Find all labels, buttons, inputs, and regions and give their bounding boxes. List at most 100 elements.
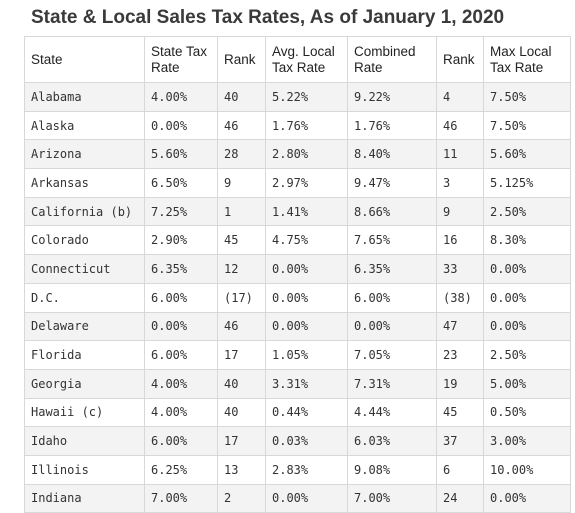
cell-combined-rank: 37: [436, 426, 484, 456]
cell-combined-rate: 7.05%: [347, 340, 437, 370]
header-state: State: [24, 36, 145, 83]
table-row: Idaho 6.00% 17 0.03% 6.03% 37 3.00%: [24, 426, 571, 456]
cell-state: D.C.: [24, 282, 145, 313]
cell-state-rank: 40: [217, 368, 266, 399]
table-row: Alabama 4.00% 40 5.22% 9.22% 4 7.50%: [24, 82, 571, 112]
cell-avg-local-tax-rate: 0.00%: [265, 282, 348, 313]
cell-combined-rate: 8.40%: [347, 139, 437, 170]
table-row: Arkansas 6.50% 9 2.97% 9.47% 3 5.125%: [24, 168, 571, 198]
cell-max-local-tax-rate: 8.30%: [483, 225, 571, 256]
cell-state: Georgia: [24, 368, 145, 399]
cell-avg-local-tax-rate: 1.05%: [265, 340, 348, 370]
header-state-tax-rate: State Tax Rate: [144, 36, 218, 83]
cell-max-local-tax-rate: 10.00%: [483, 454, 571, 485]
cell-combined-rank: 4: [436, 82, 484, 112]
table-row: Indiana 7.00% 2 0.00% 7.00% 24 0.00%: [24, 483, 571, 513]
cell-combined-rate: 9.47%: [347, 168, 437, 198]
table-row: Colorado 2.90% 45 4.75% 7.65% 16 8.30%: [24, 225, 571, 256]
cell-combined-rank: 45: [436, 397, 484, 428]
header-avg-local-tax-rate: Avg. Local Tax Rate: [265, 36, 348, 83]
cell-state: Colorado: [24, 225, 145, 256]
cell-state: California (b): [24, 196, 145, 227]
table-row: D.C. 6.00% (17) 0.00% 6.00% (38) 0.00%: [24, 282, 571, 313]
cell-state-rank: 40: [217, 82, 266, 112]
cell-combined-rank: (38): [436, 282, 484, 313]
cell-avg-local-tax-rate: 1.41%: [265, 196, 348, 227]
cell-state-tax-rate: 0.00%: [144, 110, 218, 141]
cell-state-rank: 46: [217, 311, 266, 342]
cell-state-tax-rate: 7.00%: [144, 483, 218, 513]
cell-avg-local-tax-rate: 0.44%: [265, 397, 348, 428]
cell-avg-local-tax-rate: 3.31%: [265, 368, 348, 399]
table-row: Connecticut 6.35% 12 0.00% 6.35% 33 0.00%: [24, 254, 571, 284]
cell-combined-rate: 6.03%: [347, 426, 437, 456]
cell-state-rank: 9: [217, 168, 266, 198]
table-row: Hawaii (c) 4.00% 40 0.44% 4.44% 45 0.50%: [24, 397, 571, 428]
cell-avg-local-tax-rate: 0.00%: [265, 311, 348, 342]
header-combined-rank: Rank: [436, 36, 484, 83]
table-header: State State Tax Rate Rank Avg. Local Tax Ra…: [24, 36, 571, 83]
cell-max-local-tax-rate: 0.00%: [483, 483, 571, 513]
header-row: State State Tax Rate Rank Avg. Local Tax Ra…: [24, 36, 571, 83]
cell-state-rank: (17): [217, 282, 266, 313]
table-row: Georgia 4.00% 40 3.31% 7.31% 19 5.00%: [24, 368, 571, 399]
cell-state-tax-rate: 6.00%: [144, 340, 218, 370]
cell-combined-rank: 6: [436, 454, 484, 485]
cell-state-tax-rate: 6.25%: [144, 454, 218, 485]
cell-state-rank: 17: [217, 426, 266, 456]
cell-combined-rate: 9.22%: [347, 82, 437, 112]
cell-state: Arkansas: [24, 168, 145, 198]
cell-avg-local-tax-rate: 0.03%: [265, 426, 348, 456]
cell-max-local-tax-rate: 2.50%: [483, 340, 571, 370]
cell-avg-local-tax-rate: 0.00%: [265, 483, 348, 513]
cell-state: Florida: [24, 340, 145, 370]
cell-combined-rate: 8.66%: [347, 196, 437, 227]
cell-state: Alaska: [24, 110, 145, 141]
cell-avg-local-tax-rate: 1.76%: [265, 110, 348, 141]
table-row: Alaska 0.00% 46 1.76% 1.76% 46 7.50%: [24, 110, 571, 141]
table-row: California (b) 7.25% 1 1.41% 8.66% 9 2.50%: [24, 196, 571, 227]
cell-combined-rank: 33: [436, 254, 484, 284]
header-max-local-tax-rate: Max Local Tax Rate: [483, 36, 571, 83]
cell-combined-rate: 6.35%: [347, 254, 437, 284]
cell-combined-rank: 11: [436, 139, 484, 170]
cell-state-tax-rate: 4.00%: [144, 397, 218, 428]
page-title: State & Local Sales Tax Rates, As of Jan…: [31, 7, 505, 28]
cell-state-rank: 2: [217, 483, 266, 513]
cell-state-rank: 28: [217, 139, 266, 170]
cell-max-local-tax-rate: 3.00%: [483, 426, 571, 456]
cell-max-local-tax-rate: 0.50%: [483, 397, 571, 428]
cell-combined-rank: 47: [436, 311, 484, 342]
cell-state-tax-rate: 0.00%: [144, 311, 218, 342]
cell-state-tax-rate: 2.90%: [144, 225, 218, 256]
cell-state-rank: 12: [217, 254, 266, 284]
cell-state-tax-rate: 6.00%: [144, 282, 218, 313]
table-row: Arizona 5.60% 28 2.80% 8.40% 11 5.60%: [24, 139, 571, 170]
cell-combined-rate: 0.00%: [347, 311, 437, 342]
cell-max-local-tax-rate: 2.50%: [483, 196, 571, 227]
cell-state: Alabama: [24, 82, 145, 112]
cell-combined-rank: 46: [436, 110, 484, 141]
cell-state: Indiana: [24, 483, 145, 513]
cell-max-local-tax-rate: 0.00%: [483, 282, 571, 313]
cell-state-tax-rate: 6.50%: [144, 168, 218, 198]
cell-combined-rank: 3: [436, 168, 484, 198]
cell-max-local-tax-rate: 0.00%: [483, 311, 571, 342]
cell-combined-rate: 9.08%: [347, 454, 437, 485]
cell-state-rank: 45: [217, 225, 266, 256]
cell-combined-rate: 7.65%: [347, 225, 437, 256]
cell-max-local-tax-rate: 7.50%: [483, 110, 571, 141]
cell-state-tax-rate: 4.00%: [144, 82, 218, 112]
cell-state-rank: 13: [217, 454, 266, 485]
cell-combined-rate: 6.00%: [347, 282, 437, 313]
cell-avg-local-tax-rate: 2.97%: [265, 168, 348, 198]
cell-max-local-tax-rate: 5.00%: [483, 368, 571, 399]
table-body: Alabama 4.00% 40 5.22% 9.22% 4 7.50% Alaska 0.00…: [24, 82, 571, 513]
cell-max-local-tax-rate: 5.125%: [483, 168, 571, 198]
cell-max-local-tax-rate: 5.60%: [483, 139, 571, 170]
cell-state-tax-rate: 6.35%: [144, 254, 218, 284]
cell-state-tax-rate: 7.25%: [144, 196, 218, 227]
cell-max-local-tax-rate: 0.00%: [483, 254, 571, 284]
cell-combined-rank: 16: [436, 225, 484, 256]
cell-avg-local-tax-rate: 2.83%: [265, 454, 348, 485]
